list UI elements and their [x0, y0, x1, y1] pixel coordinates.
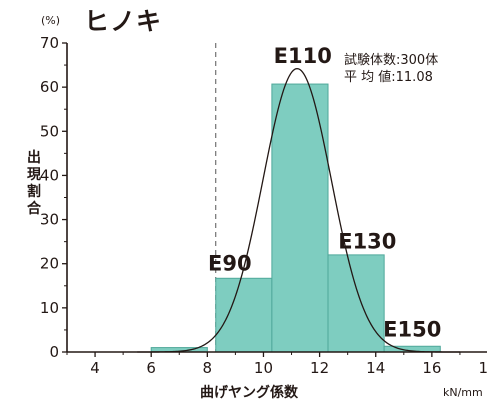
x-tick-label-4: 4 — [90, 359, 100, 377]
y-tick-label-70: 70 — [40, 34, 59, 52]
axes: 0 10 20 30 40 50 60 70 4 6 8 10 12 14 16 18 — [40, 34, 487, 377]
y-tick-label-40: 40 — [40, 166, 59, 184]
grade-labels: E90 E110 E130 E150 — [208, 44, 441, 342]
x-tick-label-12: 12 — [310, 359, 329, 377]
grade-label-e110: E110 — [274, 44, 332, 68]
x-tick-label-8: 8 — [203, 359, 213, 377]
bar-2 — [271, 83, 329, 353]
histogram-bars — [150, 83, 441, 353]
x-tick-label-14: 14 — [366, 359, 385, 377]
x-tick-label-6: 6 — [146, 359, 156, 377]
x-tick-label-18: 18 — [478, 359, 487, 377]
stats-sample-count: 試験体数:300体 — [344, 53, 439, 68]
y-tick-label-60: 60 — [40, 78, 59, 96]
y-tick-label-0: 0 — [49, 343, 59, 361]
grade-label-e150: E150 — [383, 318, 441, 342]
y-tick-label-10: 10 — [40, 299, 59, 317]
y-axis-unit: (%) — [41, 14, 61, 27]
grade-label-e90: E90 — [208, 251, 252, 275]
bar-3 — [327, 254, 385, 353]
stats-box: 試験体数:300体 平 均 値:11.08 — [344, 52, 438, 86]
y-tick-label-30: 30 — [40, 211, 59, 229]
x-tick-label-16: 16 — [422, 359, 441, 377]
grade-label-e130: E130 — [338, 229, 396, 253]
x-axis-label: 曲げヤング係数 — [200, 385, 298, 401]
distribution-curve — [137, 67, 460, 353]
y-tick-label-20: 20 — [40, 255, 59, 273]
y-axis-label: 出現割合 — [27, 150, 41, 217]
bar-1 — [215, 277, 273, 353]
y-tick-label-50: 50 — [40, 122, 59, 140]
x-tick-label-10: 10 — [254, 359, 273, 377]
normal-curve — [137, 67, 460, 353]
stats-mean: 平 均 値:11.08 — [344, 70, 433, 85]
chart-title: ヒノキ — [84, 7, 163, 36]
x-axis-unit: kN/mm — [443, 386, 483, 399]
